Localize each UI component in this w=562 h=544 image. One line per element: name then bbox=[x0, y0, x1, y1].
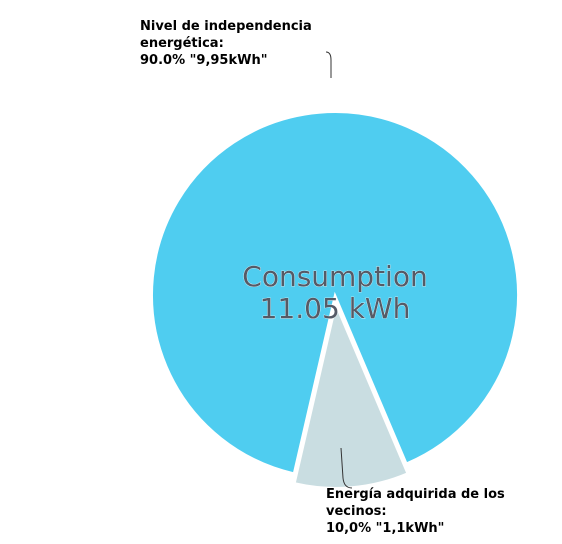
data-label: Nivel de independencia energética: 90.0%… bbox=[140, 18, 380, 69]
pie bbox=[151, 111, 519, 489]
connector bbox=[325, 51, 332, 78]
label-name: Nivel de independencia energética: bbox=[140, 19, 312, 51]
label-value: 10,0% "1,1kWh" bbox=[326, 521, 445, 536]
data-label: Energía adquirida de los vecinos: 10,0% … bbox=[326, 486, 562, 537]
connector bbox=[340, 447, 353, 489]
pie-slice bbox=[151, 111, 519, 475]
center-title: Consumption bbox=[242, 260, 427, 293]
pie-slice bbox=[293, 301, 409, 489]
label-name: Energía adquirida de los vecinos: bbox=[326, 487, 505, 519]
center-value: 11.05 kWh bbox=[260, 292, 411, 325]
label-value: 90.0% "9,95kWh" bbox=[140, 53, 268, 68]
